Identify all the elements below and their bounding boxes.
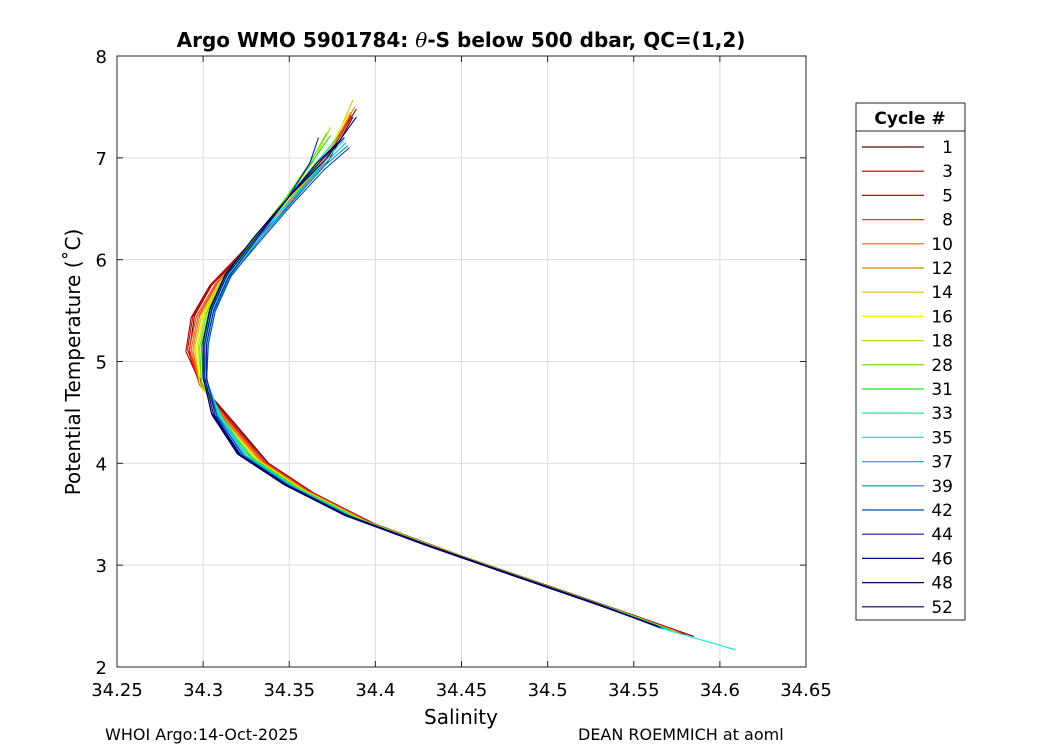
- footer-credit: DEAN ROEMMICH at aoml: [578, 725, 784, 744]
- series-line-cycle-46: [204, 137, 660, 628]
- x-tick-label: 34.55: [608, 680, 660, 701]
- series-line-cycle-14: [193, 99, 677, 633]
- series-line-cycle-28: [199, 132, 672, 631]
- series-line-cycle-52: [202, 116, 659, 627]
- x-tick-label: 34.65: [780, 680, 832, 701]
- legend: Cycle # 13581012141618283133353739424446…: [855, 102, 966, 621]
- legend-label-cycle-31: 31: [931, 380, 953, 400]
- legend-label-cycle-48: 48: [931, 574, 953, 594]
- y-tick-label: 5: [96, 353, 107, 374]
- legend-label-cycle-12: 12: [931, 259, 953, 279]
- plot-lines: [185, 99, 736, 651]
- legend-label-cycle-14: 14: [931, 283, 953, 303]
- x-tick-label: 34.45: [436, 680, 488, 701]
- y-axis-label: Potential Temperature (˚C): [61, 229, 85, 496]
- series-line-cycle-12: [192, 106, 679, 633]
- legend-label-cycle-33: 33: [931, 404, 953, 424]
- legend-label-cycle-46: 46: [931, 549, 953, 569]
- footer-source-date: WHOI Argo:14-Oct-2025: [105, 725, 299, 744]
- series-line-cycle-48: [202, 142, 659, 627]
- x-tick-label: 34.25: [91, 680, 143, 701]
- x-tick-label: 34.4: [355, 680, 395, 701]
- series-line-cycle-33: [202, 137, 669, 630]
- legend-label-cycle-42: 42: [931, 501, 953, 521]
- legend-label-cycle-39: 39: [931, 477, 953, 497]
- series-line-cycle-1: [188, 116, 695, 638]
- series-line-cycle-44: [206, 137, 660, 628]
- axis-ticks: 34.25 34.3 34.35 34.4 34.45 34.5 34.55 34.6 34.6…: [91, 47, 832, 701]
- series-line-cycle-31: [200, 135, 671, 631]
- y-tick-label: 4: [96, 454, 107, 475]
- legend-label-cycle-3: 3: [942, 162, 953, 182]
- series-line-cycle-5: [187, 114, 686, 635]
- x-axis-label: Salinity: [424, 705, 498, 729]
- y-tick-label: 8: [96, 47, 107, 68]
- legend-label-cycle-52: 52: [931, 598, 953, 618]
- legend-label-cycle-35: 35: [931, 428, 953, 448]
- x-tick-label: 34.35: [263, 680, 315, 701]
- legend-label-cycle-18: 18: [931, 332, 953, 352]
- series-line-cycle-35: [204, 139, 736, 651]
- series-line-cycle-10: [190, 111, 681, 634]
- legend-label-cycle-44: 44: [931, 525, 953, 545]
- legend-label-cycle-16: 16: [931, 307, 953, 327]
- series-line-cycle-18: [197, 127, 674, 632]
- legend-label-cycle-37: 37: [931, 453, 953, 473]
- y-tick-label: 7: [96, 149, 107, 170]
- x-tick-label: 34.3: [183, 680, 223, 701]
- series-line-cycle-8: [188, 121, 683, 634]
- legend-label-cycle-1: 1: [942, 138, 953, 158]
- y-tick-label: 2: [96, 658, 107, 679]
- series-line-cycle-3: [185, 108, 691, 636]
- x-tick-label: 34.5: [528, 680, 568, 701]
- legend-title: Cycle #: [874, 109, 945, 129]
- x-tick-label: 34.6: [700, 680, 740, 701]
- plot-grid: [116, 55, 807, 668]
- legend-label-cycle-8: 8: [942, 211, 953, 231]
- legend-label-cycle-10: 10: [931, 235, 953, 255]
- y-tick-label: 3: [96, 556, 107, 577]
- legend-label-cycle-28: 28: [931, 356, 953, 376]
- y-tick-label: 6: [96, 251, 107, 272]
- chart-title: Argo WMO 5901784: θ-S below 500 dbar, QC…: [177, 28, 746, 52]
- legend-label-cycle-5: 5: [942, 186, 953, 206]
- series-line-cycle-16: [195, 111, 676, 632]
